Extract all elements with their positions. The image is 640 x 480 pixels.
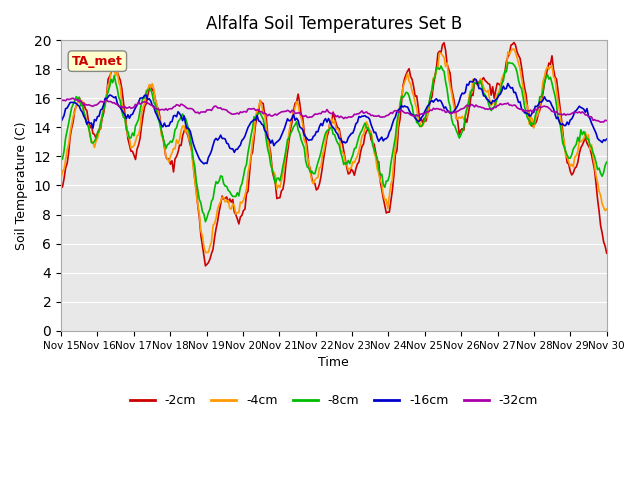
X-axis label: Time: Time (319, 356, 349, 369)
Title: Alfalfa Soil Temperatures Set B: Alfalfa Soil Temperatures Set B (205, 15, 462, 33)
Text: TA_met: TA_met (72, 55, 123, 68)
Legend: -2cm, -4cm, -8cm, -16cm, -32cm: -2cm, -4cm, -8cm, -16cm, -32cm (125, 389, 543, 412)
Y-axis label: Soil Temperature (C): Soil Temperature (C) (15, 121, 28, 250)
